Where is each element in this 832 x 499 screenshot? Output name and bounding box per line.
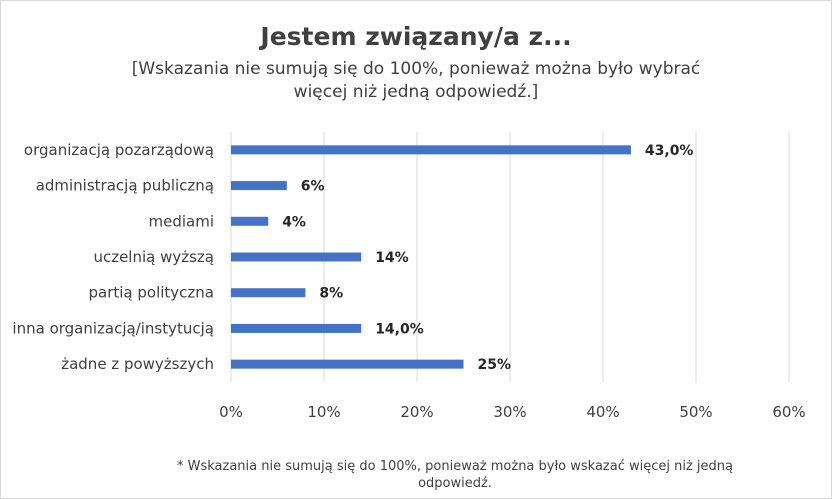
bar bbox=[231, 145, 631, 155]
x-tick-label: 40% bbox=[586, 403, 619, 421]
bar bbox=[231, 288, 306, 298]
bar bbox=[231, 216, 269, 226]
bar bbox=[231, 181, 287, 191]
chart-subtitle: [Wskazania nie sumują się do 100%, ponie… bbox=[131, 59, 701, 102]
data-label: 4% bbox=[282, 214, 306, 230]
data-label: 25% bbox=[478, 357, 512, 373]
x-tick-label: 50% bbox=[679, 403, 712, 421]
category-label: mediami bbox=[148, 212, 214, 230]
x-tick-labels: 0% 10% 20% 30% 40% 50% 60% bbox=[219, 403, 806, 421]
chart-title: Jestem związany/a z... bbox=[260, 22, 572, 51]
bar bbox=[231, 323, 362, 333]
x-tick-label: 10% bbox=[307, 403, 340, 421]
data-label: 8% bbox=[319, 286, 343, 302]
bar bbox=[231, 252, 362, 262]
chart-footnote: * Wskazania nie sumują się do 100%, poni… bbox=[176, 459, 734, 491]
data-label: 43,0% bbox=[645, 143, 694, 159]
category-label: partią polityczna bbox=[88, 284, 214, 302]
category-label: inna organizacją/instytucją bbox=[12, 319, 214, 337]
category-labels: organizacją pozarządową administracją pub… bbox=[12, 141, 214, 373]
data-label: 14,0% bbox=[375, 321, 424, 337]
x-tick-label: 0% bbox=[219, 403, 243, 421]
category-label: organizacją pozarządową bbox=[24, 141, 214, 159]
x-tick-label: 30% bbox=[493, 403, 526, 421]
data-labels: 43,0% 6% 4% 14% 8% 14,0% 25% bbox=[282, 143, 693, 373]
category-label: administracją publiczną bbox=[36, 177, 214, 195]
data-label: 14% bbox=[375, 250, 409, 266]
x-tick-label: 60% bbox=[772, 403, 805, 421]
category-label: żadne z powyższych bbox=[61, 355, 214, 373]
category-label: uczelnią wyższą bbox=[93, 248, 214, 266]
x-tick-label: 20% bbox=[400, 403, 433, 421]
bar bbox=[231, 359, 464, 369]
data-label: 6% bbox=[301, 179, 325, 195]
bars bbox=[231, 145, 631, 369]
